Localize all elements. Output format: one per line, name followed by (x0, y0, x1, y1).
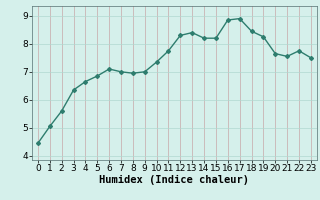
X-axis label: Humidex (Indice chaleur): Humidex (Indice chaleur) (100, 175, 249, 185)
